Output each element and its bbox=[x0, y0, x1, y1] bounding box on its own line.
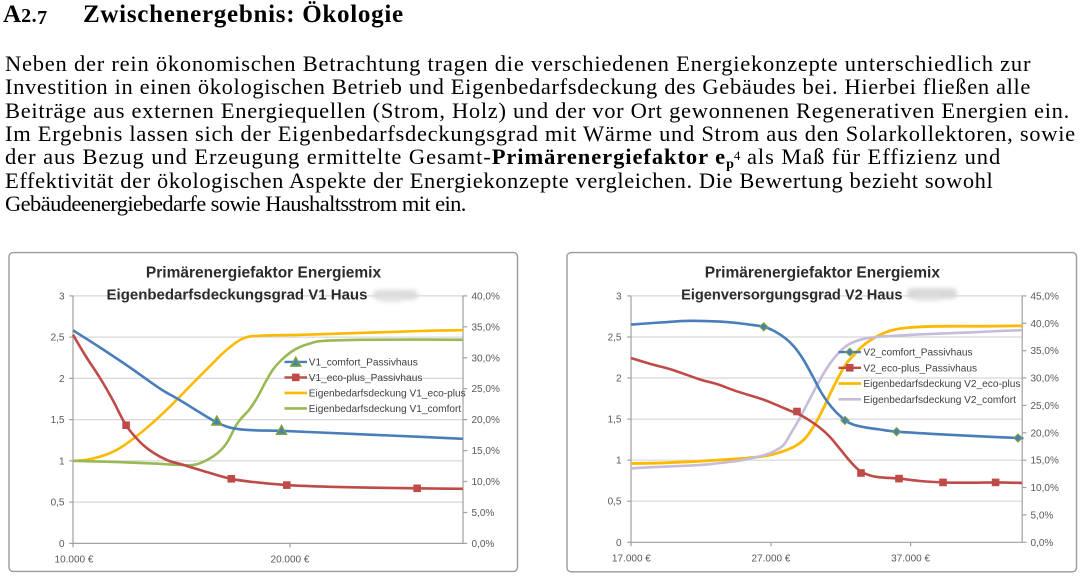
svg-text:5,0%: 5,0% bbox=[1031, 510, 1054, 521]
svg-text:0: 0 bbox=[59, 539, 65, 550]
svg-text:25,0%: 25,0% bbox=[1031, 401, 1059, 412]
svg-text:45,0%: 45,0% bbox=[1031, 291, 1059, 302]
svg-text:3: 3 bbox=[616, 291, 622, 302]
svg-text:1: 1 bbox=[616, 456, 622, 467]
svg-text:35,0%: 35,0% bbox=[1031, 346, 1059, 357]
svg-text:Eigenbedarfsdeckung V2_eco-plu: Eigenbedarfsdeckung V2_eco-plus bbox=[863, 379, 1020, 390]
svg-text:15,0%: 15,0% bbox=[472, 446, 500, 457]
svg-text:10.000 €: 10.000 € bbox=[55, 555, 94, 566]
svg-text:0,0%: 0,0% bbox=[472, 539, 495, 550]
svg-text:40,0%: 40,0% bbox=[1031, 319, 1059, 330]
svg-text:2,5: 2,5 bbox=[608, 332, 622, 343]
svg-text:Primärenergiefaktor Energiemix: Primärenergiefaktor Energiemix bbox=[146, 265, 382, 282]
svg-text:10,0%: 10,0% bbox=[1031, 483, 1059, 494]
svg-text:2: 2 bbox=[59, 374, 65, 385]
svg-text:0,0%: 0,0% bbox=[1031, 538, 1054, 549]
svg-text:5,0%: 5,0% bbox=[472, 508, 495, 519]
svg-text:Eigenbedarfsdeckung V1_comfort: Eigenbedarfsdeckung V1_comfort bbox=[309, 404, 462, 415]
svg-text:V2_eco-plus_Passivhaus: V2_eco-plus_Passivhaus bbox=[863, 363, 977, 374]
svg-text:1,5: 1,5 bbox=[51, 415, 65, 426]
svg-text:Eigenbedarfsdeckung V1_eco-plu: Eigenbedarfsdeckung V1_eco-plus bbox=[309, 388, 466, 399]
svg-text:1: 1 bbox=[59, 456, 65, 467]
svg-text:0,5: 0,5 bbox=[608, 497, 622, 508]
svg-text:3: 3 bbox=[59, 291, 65, 302]
svg-text:30,0%: 30,0% bbox=[472, 353, 500, 364]
svg-text:2: 2 bbox=[616, 374, 622, 385]
svg-text:10,0%: 10,0% bbox=[472, 477, 500, 488]
svg-text:30,0%: 30,0% bbox=[1031, 374, 1059, 385]
svg-text:0,5: 0,5 bbox=[51, 498, 65, 509]
svg-text:Eigenbedarfsdeckungsgrad V1 Ha: Eigenbedarfsdeckungsgrad V1 Haus bbox=[107, 287, 368, 304]
svg-text:Primärenergiefaktor Energiemix: Primärenergiefaktor Energiemix bbox=[705, 265, 941, 282]
svg-text:V1_comfort_Passivhaus: V1_comfort_Passivhaus bbox=[309, 357, 418, 368]
svg-text:V2_comfort_Passivhaus: V2_comfort_Passivhaus bbox=[863, 348, 972, 359]
svg-text:Eigenversorgungsgrad V2 Haus: Eigenversorgungsgrad V2 Haus bbox=[681, 288, 902, 304]
svg-text:0: 0 bbox=[616, 538, 622, 549]
svg-text:35,0%: 35,0% bbox=[472, 322, 500, 333]
svg-text:20,0%: 20,0% bbox=[472, 415, 500, 426]
svg-text:20.000 €: 20.000 € bbox=[271, 555, 310, 566]
svg-text:37.000 €: 37.000 € bbox=[891, 554, 930, 565]
svg-text:2,5: 2,5 bbox=[51, 333, 65, 344]
svg-text:20,0%: 20,0% bbox=[1031, 428, 1059, 439]
svg-text:15,0%: 15,0% bbox=[1031, 456, 1059, 467]
svg-text:1,5: 1,5 bbox=[608, 415, 622, 426]
svg-text:40,0%: 40,0% bbox=[472, 291, 500, 302]
svg-text:25,0%: 25,0% bbox=[472, 384, 500, 395]
svg-text:27.000 €: 27.000 € bbox=[752, 554, 791, 565]
svg-text:17.000 €: 17.000 € bbox=[612, 554, 651, 565]
svg-text:V1_eco-plus_Passivhaus: V1_eco-plus_Passivhaus bbox=[309, 373, 423, 384]
svg-text:Eigenbedarfsdeckung V2_comfort: Eigenbedarfsdeckung V2_comfort bbox=[863, 395, 1016, 406]
